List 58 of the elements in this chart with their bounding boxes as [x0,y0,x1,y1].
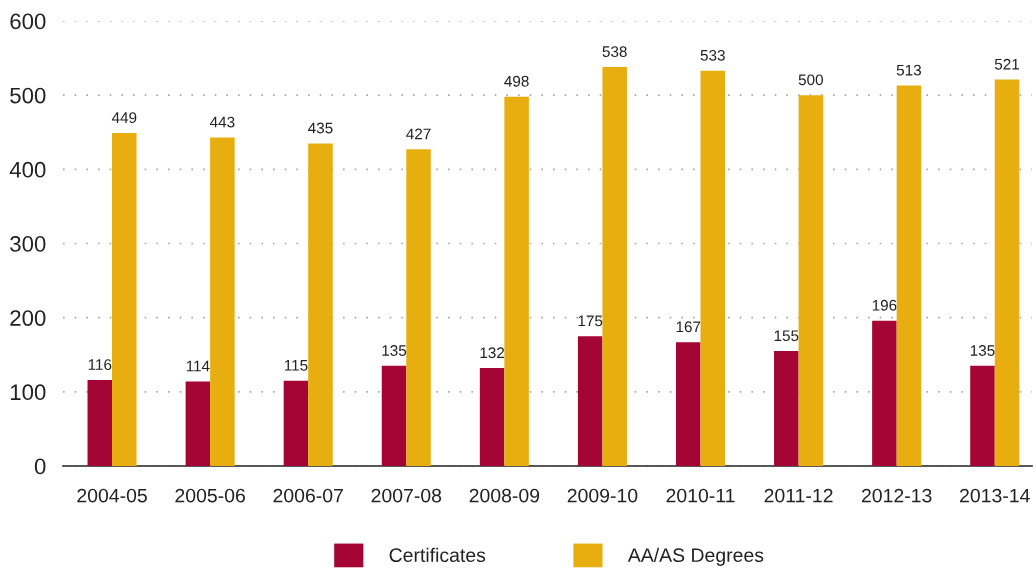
data-label: 533 [700,49,725,61]
data-label: 155 [774,330,799,342]
data-label: 538 [602,46,627,58]
bar [872,320,897,466]
y-tick-label: 600 [10,13,46,30]
x-tick-label: 2011-12 [764,488,833,503]
x-tick-label: 2008-09 [469,488,540,503]
bar [479,368,505,466]
x-tick-label: 2006-07 [273,488,343,503]
bar [283,380,309,466]
y-tick-label: 300 [10,236,46,252]
x-tick-label: 2009-10 [567,488,638,503]
bar [185,381,211,466]
y-tick-label: 200 [10,310,46,326]
y-tick-label: 500 [10,87,46,104]
data-label: 132 [480,347,505,359]
data-label: 498 [504,75,529,87]
bar [602,66,627,466]
x-tick-label: 2010-11 [666,488,735,503]
data-label: 116 [88,359,112,370]
legend-label: AA/AS Degrees [627,547,764,566]
data-label: 443 [209,116,235,128]
bar [577,336,603,466]
bar [87,379,113,466]
bar [675,342,701,466]
legend-label: Certificates [389,547,486,563]
data-label: 135 [382,345,407,356]
bar [896,85,922,466]
data-label: 427 [406,128,431,140]
x-tick-label: 2012-13 [861,488,932,503]
x-tick-label: 2007-08 [371,488,442,503]
x-tick-label: 2004-05 [77,488,147,503]
bar [210,137,235,466]
data-label: 135 [970,345,995,356]
bar [970,365,995,466]
x-tick-label: 2013-14 [960,488,1030,503]
bar [994,79,1020,466]
x-tick-label: 2005-06 [175,488,245,503]
data-label: 167 [676,321,701,333]
bar [112,132,137,466]
data-label: 521 [994,58,1019,70]
data-label: 513 [896,64,921,76]
data-label: 115 [284,360,308,371]
y-tick-label: 400 [9,161,46,178]
bar [381,365,407,466]
data-label: 500 [798,74,823,86]
y-tick-label: 100 [10,384,46,401]
y-tick-label: 0 [34,458,46,475]
bar [308,143,333,466]
data-label: 435 [308,122,333,134]
bar [798,95,824,466]
bar [700,70,726,466]
data-label: 196 [872,299,897,311]
bar [406,149,431,466]
data-label: 114 [186,360,210,372]
bar [774,351,799,466]
bar [504,96,529,466]
data-label: 449 [111,112,137,124]
